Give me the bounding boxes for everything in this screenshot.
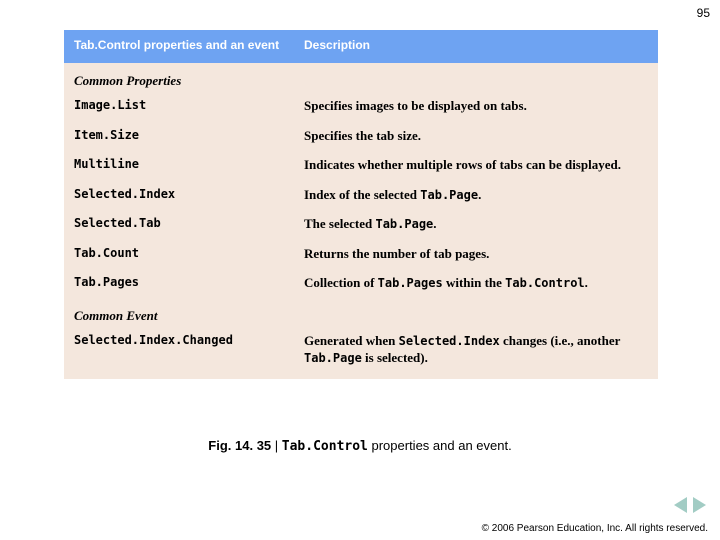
table-row: Item.Size Specifies the tab size. [64, 121, 658, 151]
property-desc: Specifies images to be displayed on tabs… [294, 91, 658, 121]
property-name: Selected.Index.Changed [64, 326, 294, 379]
figure-caption: Fig. 14. 35 | Tab.Control properties and… [0, 438, 720, 454]
property-desc: Generated when Selected.Index changes (i… [294, 326, 658, 379]
table-row: Selected.Tab The selected Tab.Page. [64, 209, 658, 239]
page-number: 95 [697, 6, 710, 20]
table-row: Selected.Index Index of the selected Tab… [64, 180, 658, 210]
table-row: Tab.Count Returns the number of tab page… [64, 239, 658, 269]
section-title-text: Common Event [64, 298, 658, 326]
section-title-text: Common Properties [64, 63, 658, 91]
slide-nav [672, 497, 706, 518]
next-icon[interactable] [693, 497, 706, 513]
property-desc: Specifies the tab size. [294, 121, 658, 151]
property-name: Tab.Pages [64, 268, 294, 298]
table-row: Image.List Specifies images to be displa… [64, 91, 658, 121]
header-left: Tab.Control properties and an event [64, 30, 294, 63]
property-desc: Returns the number of tab pages. [294, 239, 658, 269]
copyright-text: © 2006 Pearson Education, Inc. All right… [482, 523, 708, 534]
property-name: Multiline [64, 150, 294, 180]
property-desc: Index of the selected Tab.Page. [294, 180, 658, 210]
table-row: Selected.Index.Changed Generated when Se… [64, 326, 658, 379]
properties-table: Tab.Control properties and an event Desc… [64, 30, 658, 379]
property-name: Image.List [64, 91, 294, 121]
caption-sep: | [271, 438, 282, 453]
caption-rest: properties and an event. [368, 438, 512, 453]
section-title: Common Event [64, 298, 658, 326]
table-header-row: Tab.Control properties and an event Desc… [64, 30, 658, 63]
property-desc: The selected Tab.Page. [294, 209, 658, 239]
property-name: Selected.Index [64, 180, 294, 210]
property-name: Tab.Count [64, 239, 294, 269]
caption-code: Tab.Control [282, 439, 368, 454]
table-row: Multiline Indicates whether multiple row… [64, 150, 658, 180]
caption-label: Fig. 14. 35 [208, 438, 271, 453]
prev-icon[interactable] [674, 497, 687, 513]
property-desc: Indicates whether multiple rows of tabs … [294, 150, 658, 180]
table-row: Tab.Pages Collection of Tab.Pages within… [64, 268, 658, 298]
property-name: Selected.Tab [64, 209, 294, 239]
property-desc: Collection of Tab.Pages within the Tab.C… [294, 268, 658, 298]
section-title: Common Properties [64, 63, 658, 91]
property-name: Item.Size [64, 121, 294, 151]
header-right: Description [294, 30, 658, 63]
